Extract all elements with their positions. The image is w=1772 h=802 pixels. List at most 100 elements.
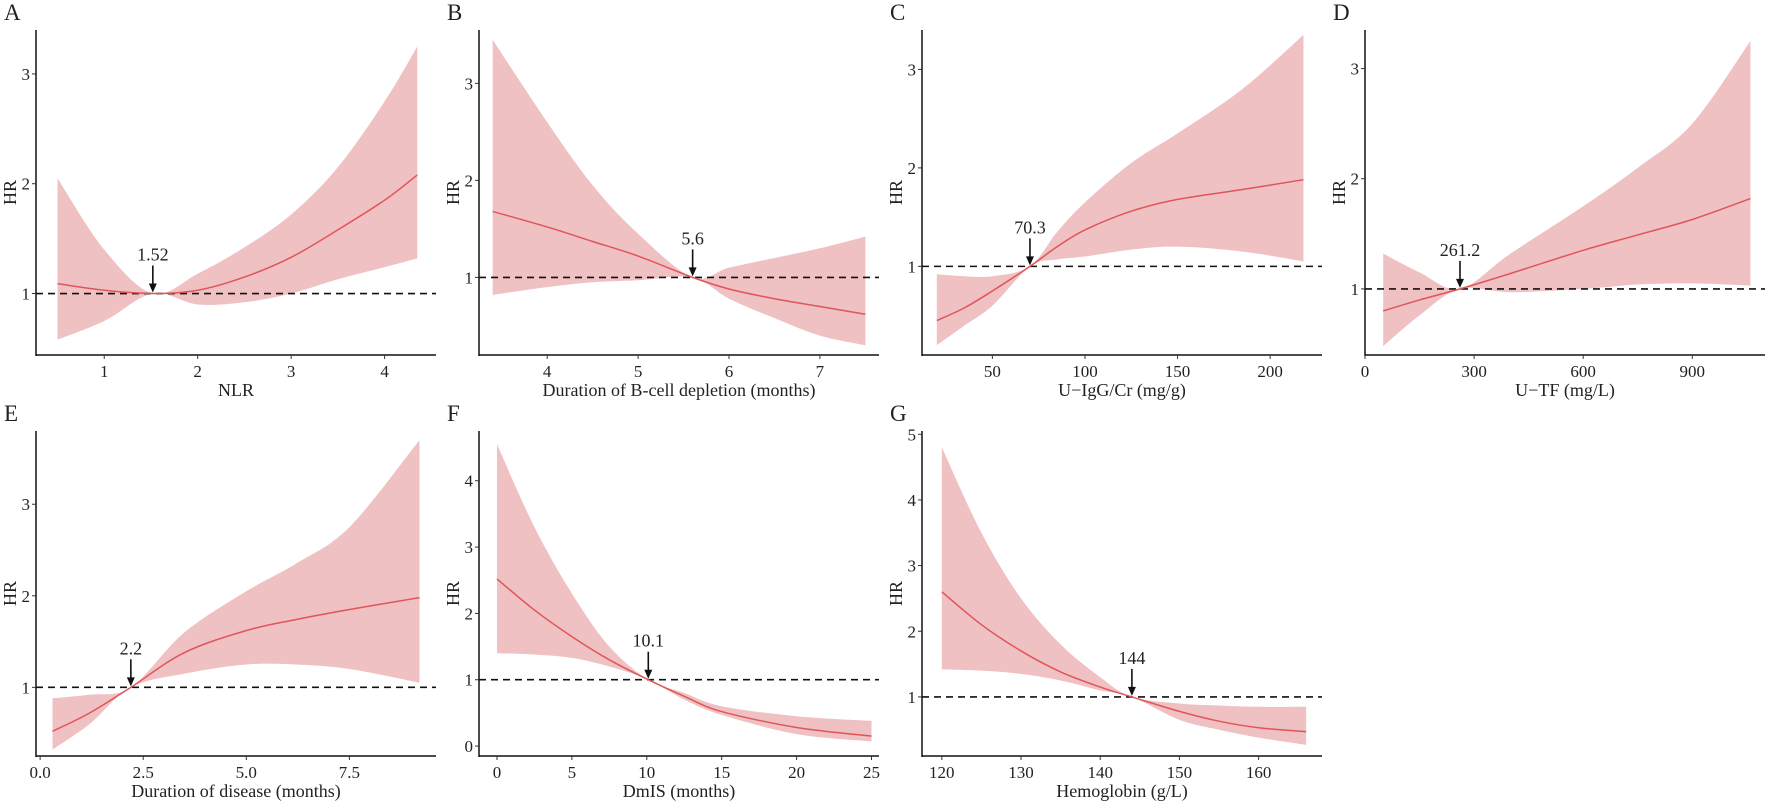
panel-svg: 0 1 2 3 4 0 5 10 15 20 25 DmIS (months) HR F 10.1: [443, 401, 880, 802]
x-tick-label: 300: [1461, 362, 1487, 381]
panel-letter: D: [1333, 0, 1350, 25]
arrowhead-icon: [126, 677, 135, 687]
x-tick-label: 20: [788, 763, 805, 782]
hr-curve: [941, 591, 1307, 733]
y-tick-label: 1: [908, 688, 917, 707]
y-tick-label: 5: [908, 425, 917, 444]
y-tick-label: 2: [465, 171, 474, 190]
x-tick-label: 2.5: [133, 763, 154, 782]
hr-curve: [936, 178, 1304, 322]
y-tick-label: 1: [22, 285, 31, 304]
cutoff-label: 70.3: [1014, 217, 1046, 237]
panel-b: 1 2 3 4 5 6 7 Duration of B-cell depletion (mon…: [443, 0, 886, 401]
panel-letter: A: [4, 0, 21, 25]
x-tick-label: 160: [1246, 763, 1272, 782]
panel-letter: G: [890, 401, 907, 426]
x-tick-label: 7.5: [339, 763, 360, 782]
y-tick-label: 0: [465, 737, 474, 756]
x-tick-label: 120: [929, 763, 955, 782]
x-tick-label: 0.0: [29, 763, 50, 782]
arrowhead-icon: [644, 669, 653, 679]
y-tick-label: 2: [465, 604, 474, 623]
hr-curve: [492, 210, 866, 315]
y-axis-label: HR: [1329, 180, 1349, 205]
x-tick-label: 0: [493, 763, 502, 782]
y-tick-label: 2: [908, 622, 917, 641]
x-tick-label: 15: [713, 763, 730, 782]
x-axis-label: DmIS (months): [623, 781, 736, 802]
y-axis-label: HR: [0, 180, 20, 205]
y-tick-label: 3: [908, 60, 917, 79]
y-tick-label: 3: [908, 557, 917, 576]
x-axis-label: U−IgG/Cr (mg/g): [1058, 380, 1186, 401]
cutoff-label: 10.1: [633, 631, 665, 651]
y-tick-label: 1: [22, 678, 31, 697]
confidence-band: [57, 46, 418, 340]
x-tick-label: 10: [638, 763, 655, 782]
panel-letter: C: [890, 0, 905, 25]
y-tick-label: 1: [1351, 280, 1360, 299]
y-tick-label: 4: [908, 491, 917, 510]
x-tick-label: 900: [1680, 362, 1706, 381]
x-tick-label: 3: [287, 362, 296, 381]
hr-curve: [57, 174, 418, 295]
y-tick-label: 2: [1351, 170, 1360, 189]
x-tick-label: 150: [1167, 763, 1193, 782]
panel-c: 1 2 3 50 100 150 200 U−IgG/Cr (mg/g) HR C 70.3: [886, 0, 1329, 401]
y-tick-label: 3: [22, 495, 31, 514]
confidence-band: [936, 34, 1304, 346]
x-tick-label: 130: [1008, 763, 1034, 782]
x-tick-label: 150: [1165, 362, 1191, 381]
y-tick-label: 1: [908, 257, 917, 276]
y-tick-label: 3: [1351, 60, 1360, 79]
panel-e: 1 2 3 0.0 2.5 5.0 7.5 Duration of disease (mont…: [0, 401, 443, 802]
panel-svg: 1 2 3 0 300 600 900 U−TF (mg/L) HR D 261.2: [1329, 0, 1765, 401]
cutoff-label: 1.52: [137, 245, 169, 265]
cutoff-label: 261.2: [1440, 240, 1481, 260]
y-axis-label: HR: [443, 180, 463, 205]
x-tick-label: 5: [568, 763, 577, 782]
y-axis-label: HR: [886, 180, 906, 205]
confidence-band: [1383, 41, 1751, 347]
panel-g: 1 2 3 4 5 120 130 140 150 160 Hemoglobin (g/L) HR G 1…: [886, 401, 1329, 802]
y-tick-label: 3: [22, 65, 31, 84]
y-tick-label: 3: [465, 74, 474, 93]
confidence-band: [52, 440, 420, 750]
x-tick-label: 100: [1072, 362, 1098, 381]
x-tick-label: 5.0: [236, 763, 257, 782]
hr-curve: [52, 596, 420, 732]
panel-a: 1 2 3 1 2 3 4 NLR HR A 1.52: [0, 0, 443, 401]
y-tick-label: 2: [22, 175, 31, 194]
panel-f: 0 1 2 3 4 0 5 10 15 20 25 DmIS (months) HR F 10.1: [443, 401, 886, 802]
x-tick-label: 600: [1570, 362, 1596, 381]
x-tick-label: 2: [193, 362, 202, 381]
x-tick-label: 7: [816, 362, 825, 381]
x-tick-label: 0: [1361, 362, 1370, 381]
arrowhead-icon: [1455, 278, 1464, 288]
confidence-band: [941, 447, 1307, 745]
arrowhead-icon: [688, 267, 697, 277]
y-tick-label: 1: [465, 268, 474, 287]
x-tick-label: 4: [543, 362, 552, 381]
y-tick-label: 2: [22, 587, 31, 606]
hr-curve: [1382, 197, 1751, 312]
x-tick-label: 4: [380, 362, 389, 381]
x-axis-label: Duration of disease (months): [131, 781, 340, 802]
y-tick-label: 2: [908, 159, 917, 178]
x-tick-label: 6: [725, 362, 734, 381]
cutoff-label: 5.6: [681, 228, 704, 248]
x-tick-label: 5: [634, 362, 643, 381]
y-axis-label: HR: [0, 581, 20, 606]
x-axis-label: Hemoglobin (g/L): [1056, 781, 1187, 802]
panel-svg: 1 2 3 1 2 3 4 NLR HR A 1.52: [0, 0, 436, 400]
x-tick-label: 1: [100, 362, 109, 381]
panel-letter: B: [447, 0, 462, 25]
panel-svg: 1 2 3 50 100 150 200 U−IgG/Cr (mg/g) HR C 70.3: [886, 0, 1322, 401]
arrowhead-icon: [1025, 256, 1034, 266]
cutoff-label: 144: [1118, 648, 1145, 668]
x-axis-label: U−TF (mg/L): [1515, 380, 1615, 401]
x-tick-label: 200: [1257, 362, 1283, 381]
y-tick-label: 4: [465, 472, 474, 491]
